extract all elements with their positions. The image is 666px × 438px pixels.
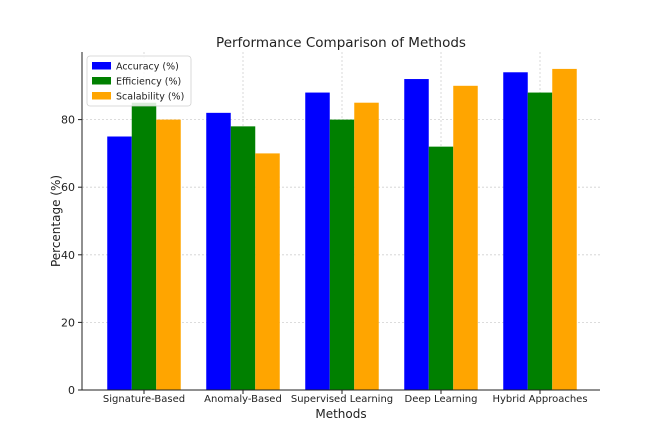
x-ticks: Signature-Based Anomaly-Based Supervised L… (103, 390, 588, 405)
x-axis-label: Methods (315, 407, 366, 421)
legend-swatch (92, 77, 111, 85)
y-ticks: 0 20 40 60 80 (61, 114, 82, 397)
bar (404, 79, 429, 390)
bar (329, 119, 355, 390)
legend-frame (86, 55, 192, 107)
legend-swatch (92, 92, 111, 100)
bar (428, 146, 454, 390)
bar (131, 102, 157, 390)
y-tick-label: 80 (61, 114, 75, 127)
bar (230, 126, 256, 391)
axes (81, 52, 600, 391)
chart-title: Performance Comparison of Methods (216, 35, 466, 51)
bar (305, 92, 330, 390)
x-tick-label: Hybrid Approaches (492, 394, 587, 405)
legend: Accuracy (%) Efficiency (%) Scalability (%… (86, 55, 192, 107)
x-tick-label: Anomaly-Based (204, 394, 282, 405)
bar (206, 112, 231, 390)
y-tick-label: 0 (68, 384, 75, 397)
legend-swatch (92, 62, 111, 70)
x-tick-label: Signature-Based (103, 394, 185, 405)
legend-label: Accuracy (%) (116, 62, 179, 73)
bars (107, 68, 577, 391)
x-tick-label: Deep Learning (405, 394, 478, 405)
bar (156, 119, 181, 390)
y-tick-label: 20 (61, 316, 75, 329)
bar (255, 153, 280, 390)
legend-label: Scalability (%) (116, 92, 184, 103)
y-tick-label: 40 (61, 249, 75, 262)
y-axis-label: Percentage (%) (49, 175, 63, 267)
legend-label: Efficiency (%) (116, 77, 181, 88)
bar (453, 85, 478, 391)
bar (107, 136, 132, 390)
bar (527, 92, 553, 390)
bar (354, 102, 379, 390)
bar (552, 68, 577, 391)
x-tick-label: Supervised Learning (291, 394, 393, 405)
y-tick-label: 60 (61, 181, 75, 194)
bar (503, 72, 528, 390)
